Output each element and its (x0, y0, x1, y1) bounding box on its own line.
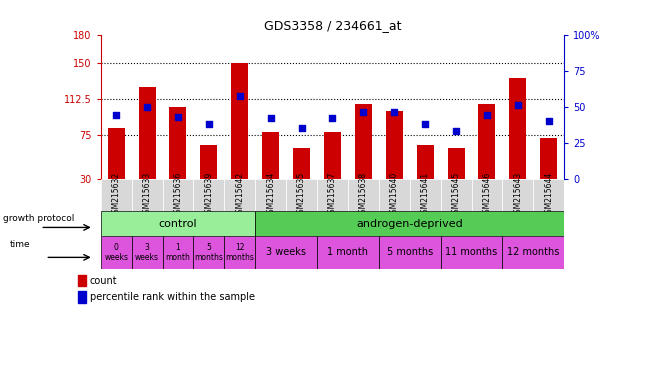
Point (142, 104, 152, 110)
Text: androgen-deprived: androgen-deprived (356, 218, 463, 229)
Bar (448, 148, 465, 179)
FancyBboxPatch shape (101, 211, 255, 236)
Text: GSM215635: GSM215635 (297, 172, 306, 218)
Point (265, 115, 276, 121)
Point (328, 115, 338, 121)
Text: GSM215633: GSM215633 (142, 172, 151, 218)
Bar (324, 132, 341, 179)
Point (358, 109, 369, 116)
Text: 1
month: 1 month (166, 243, 190, 262)
FancyBboxPatch shape (410, 179, 441, 211)
Point (235, 93, 245, 99)
Text: 12 months: 12 months (507, 247, 560, 258)
Bar (79, 275, 86, 286)
FancyBboxPatch shape (317, 236, 379, 269)
FancyBboxPatch shape (101, 236, 132, 269)
Text: GSM215646: GSM215646 (482, 172, 491, 218)
Text: 5 months: 5 months (387, 247, 433, 258)
Point (543, 118, 554, 124)
Bar (79, 291, 86, 303)
Bar (231, 63, 248, 179)
Text: GSM215636: GSM215636 (174, 172, 183, 218)
Text: GSM215644: GSM215644 (544, 172, 553, 218)
FancyBboxPatch shape (441, 179, 471, 211)
FancyBboxPatch shape (255, 179, 286, 211)
FancyBboxPatch shape (317, 179, 348, 211)
FancyBboxPatch shape (132, 236, 162, 269)
Text: growth protocol: growth protocol (3, 214, 74, 223)
Bar (108, 127, 125, 179)
Text: 3
weeks: 3 weeks (135, 243, 159, 262)
FancyBboxPatch shape (224, 179, 255, 211)
FancyBboxPatch shape (286, 179, 317, 211)
Text: GSM215632: GSM215632 (112, 172, 121, 218)
Bar (385, 111, 403, 179)
FancyBboxPatch shape (132, 179, 162, 211)
Text: 12
months: 12 months (226, 243, 254, 262)
Point (482, 112, 492, 118)
FancyBboxPatch shape (502, 236, 564, 269)
Point (389, 109, 400, 116)
Bar (355, 104, 372, 179)
FancyBboxPatch shape (379, 236, 441, 269)
Bar (293, 148, 310, 179)
FancyBboxPatch shape (194, 236, 224, 269)
Text: 5
months: 5 months (194, 243, 224, 262)
Bar (262, 132, 279, 179)
Point (203, 121, 214, 127)
Text: count: count (90, 276, 118, 286)
Text: GSM215642: GSM215642 (235, 172, 244, 218)
FancyBboxPatch shape (255, 236, 317, 269)
Bar (510, 78, 526, 179)
FancyBboxPatch shape (379, 179, 410, 211)
Title: GDS3358 / 234661_at: GDS3358 / 234661_at (264, 19, 401, 32)
Point (513, 102, 523, 108)
Text: GSM215645: GSM215645 (452, 172, 461, 218)
Bar (540, 138, 557, 179)
Bar (417, 145, 434, 179)
Text: 3 weeks: 3 weeks (266, 247, 306, 258)
Text: 11 months: 11 months (445, 247, 498, 258)
Point (420, 121, 430, 127)
FancyBboxPatch shape (224, 236, 255, 269)
FancyBboxPatch shape (162, 236, 194, 269)
Text: GSM215639: GSM215639 (204, 172, 213, 218)
Text: percentile rank within the sample: percentile rank within the sample (90, 292, 255, 302)
Text: GSM215640: GSM215640 (390, 172, 398, 218)
FancyBboxPatch shape (441, 236, 502, 269)
Point (111, 112, 122, 118)
FancyBboxPatch shape (101, 179, 132, 211)
Bar (478, 104, 495, 179)
Text: time: time (10, 240, 31, 249)
FancyBboxPatch shape (471, 179, 502, 211)
FancyBboxPatch shape (348, 179, 379, 211)
FancyBboxPatch shape (502, 179, 533, 211)
Text: GSM215641: GSM215641 (421, 172, 430, 218)
Bar (200, 145, 217, 179)
Text: control: control (159, 218, 198, 229)
Text: GSM215638: GSM215638 (359, 172, 368, 218)
Point (173, 114, 183, 120)
Point (451, 128, 462, 134)
FancyBboxPatch shape (162, 179, 194, 211)
Text: GSM215643: GSM215643 (514, 172, 523, 218)
FancyBboxPatch shape (194, 179, 224, 211)
FancyBboxPatch shape (533, 179, 564, 211)
Text: GSM215634: GSM215634 (266, 172, 275, 218)
FancyBboxPatch shape (255, 211, 564, 236)
Text: 0
weeks: 0 weeks (104, 243, 128, 262)
Bar (170, 107, 187, 179)
Bar (138, 88, 155, 179)
Point (296, 125, 307, 131)
Text: GSM215637: GSM215637 (328, 172, 337, 218)
Text: 1 month: 1 month (328, 247, 369, 258)
